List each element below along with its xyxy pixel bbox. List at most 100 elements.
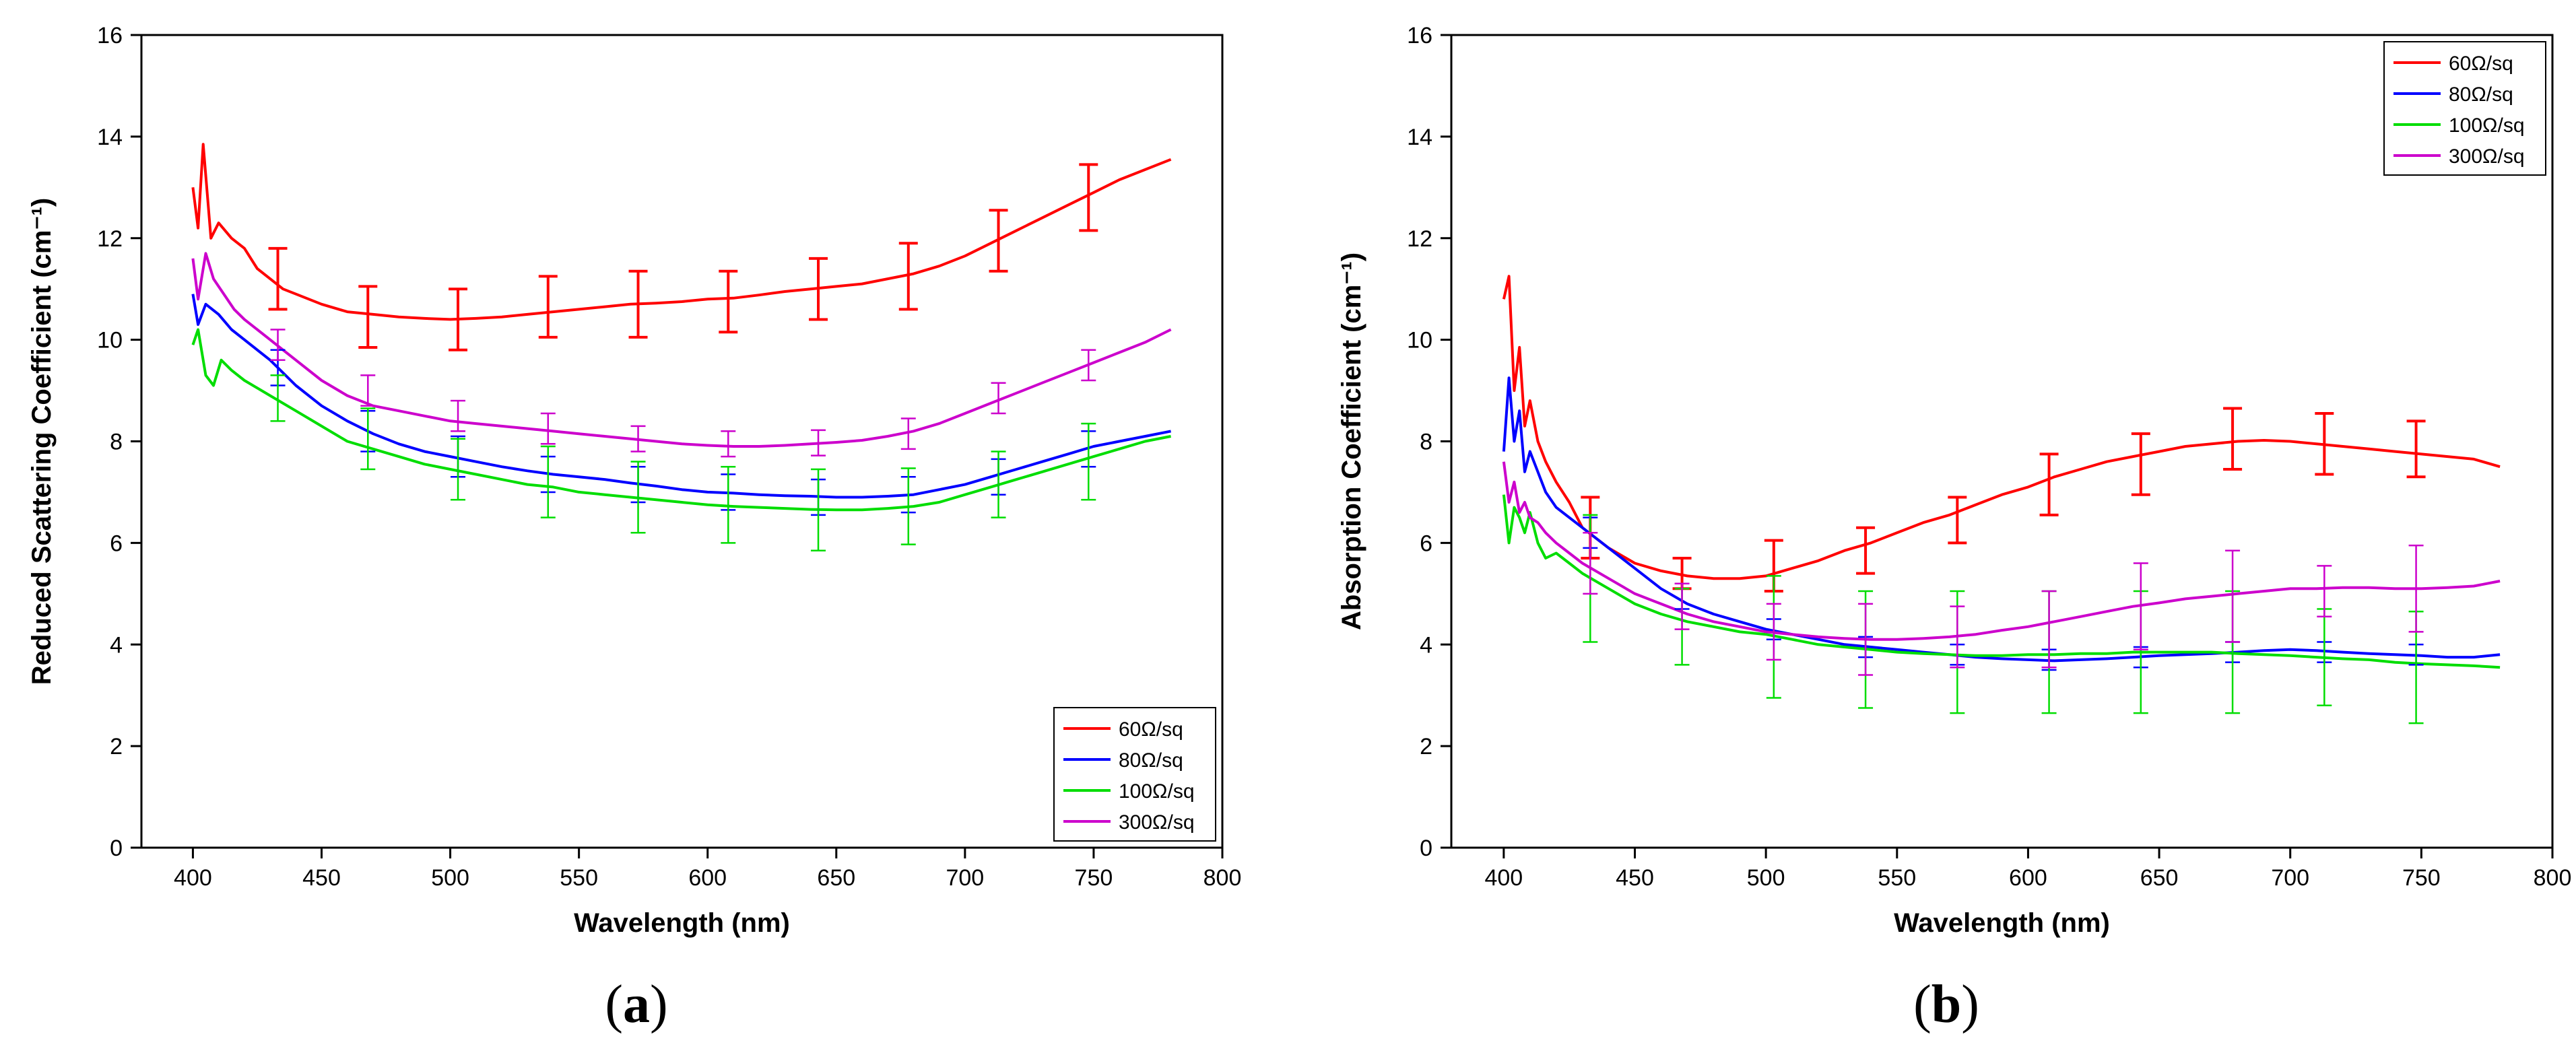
x-tick-label: 400 bbox=[174, 865, 212, 891]
y-tick-label: 12 bbox=[1407, 226, 1432, 252]
error-bar bbox=[1950, 605, 1965, 669]
error-bar bbox=[2133, 562, 2148, 651]
error-bar bbox=[719, 269, 738, 334]
error-bar bbox=[630, 425, 646, 452]
x-axis-title: Wavelength (nm) bbox=[1894, 908, 2110, 938]
error-bar bbox=[900, 467, 916, 545]
y-axis-title: Reduced Scattering Coefficient (cm⁻¹) bbox=[27, 198, 57, 685]
error-bar bbox=[811, 429, 826, 456]
x-tick-label: 600 bbox=[688, 865, 727, 891]
legend-label: 300Ω/sq bbox=[1119, 811, 1195, 834]
legend-item: 60Ω/sq bbox=[2393, 53, 2513, 75]
error-bar bbox=[2041, 590, 2057, 669]
legend-label: 80Ω/sq bbox=[1119, 749, 1183, 772]
series-line-0 bbox=[191, 143, 1172, 321]
error-bar bbox=[360, 407, 376, 471]
series-line-1 bbox=[1502, 376, 2501, 663]
x-tick-label: 550 bbox=[1878, 865, 1916, 891]
x-tick-label: 650 bbox=[2140, 865, 2179, 891]
y-tick-label: 4 bbox=[1420, 632, 1432, 658]
panel-b: 400 450 500 550 600 650 700 750 800 0 2 4 6 8 10 12 14 16… bbox=[1337, 23, 2571, 938]
error-bar bbox=[1583, 532, 1598, 595]
error-bar bbox=[991, 382, 1006, 415]
x-tick-label: 800 bbox=[2534, 865, 2572, 891]
error-bar bbox=[811, 468, 826, 551]
error-bar bbox=[358, 285, 378, 349]
y-tick-label: 10 bbox=[1407, 328, 1432, 353]
error-bar bbox=[2131, 432, 2150, 496]
error-bar bbox=[1948, 496, 1967, 545]
error-bar bbox=[1856, 526, 1876, 575]
error-bar bbox=[1081, 422, 1096, 501]
error-bar bbox=[270, 329, 286, 362]
y-tick-label: 6 bbox=[110, 531, 123, 556]
x-tick-label: 550 bbox=[560, 865, 598, 891]
error-bar bbox=[540, 412, 556, 445]
error-bar bbox=[989, 209, 1008, 273]
x-tick-label: 450 bbox=[302, 865, 341, 891]
y-tick-label: 2 bbox=[110, 734, 123, 759]
plot-area bbox=[1502, 275, 2501, 724]
error-bar bbox=[898, 242, 918, 311]
error-bar bbox=[991, 450, 1006, 518]
caption-b: (b) bbox=[1913, 975, 1979, 1034]
legend-item: 300Ω/sq bbox=[2393, 145, 2525, 168]
y-tick-label: 10 bbox=[97, 328, 123, 353]
y-tick-label: 12 bbox=[97, 226, 123, 252]
error-bar bbox=[540, 445, 556, 518]
y-tick-label: 6 bbox=[1420, 531, 1432, 556]
legend-label: 300Ω/sq bbox=[2449, 145, 2525, 168]
error-bar bbox=[1081, 349, 1096, 382]
plot-area bbox=[191, 143, 1172, 551]
legend-label: 80Ω/sq bbox=[2449, 83, 2513, 106]
x-tick-label: 700 bbox=[2271, 865, 2309, 891]
error-bar bbox=[2406, 419, 2426, 479]
series-line-3 bbox=[1502, 461, 2501, 641]
y-tick-label: 0 bbox=[110, 836, 123, 861]
series-line-1 bbox=[191, 294, 1171, 499]
x-tick-label: 750 bbox=[1075, 865, 1113, 891]
error-bar bbox=[2223, 407, 2243, 471]
error-bar bbox=[2315, 412, 2334, 476]
error-bar bbox=[630, 461, 646, 534]
error-bar bbox=[809, 257, 828, 321]
y-tick-label: 4 bbox=[110, 632, 123, 658]
panel-a: 400 450 500 550 600 650 700 750 800 0 2 4 6 8 10 12 14 16… bbox=[27, 23, 1241, 938]
x-tick-label: 650 bbox=[817, 865, 855, 891]
series-line-0 bbox=[1502, 275, 2501, 580]
error-bar bbox=[2225, 549, 2241, 643]
error-bar bbox=[1674, 582, 1690, 630]
legend-item: 300Ω/sq bbox=[1063, 811, 1195, 834]
legend-item: 100Ω/sq bbox=[2393, 114, 2525, 137]
legend-item: 80Ω/sq bbox=[2393, 83, 2513, 106]
error-bar bbox=[900, 417, 916, 450]
legend-item: 80Ω/sq bbox=[1063, 749, 1183, 772]
x-tick-label: 750 bbox=[2402, 865, 2441, 891]
legend-label: 60Ω/sq bbox=[2449, 53, 2513, 75]
caption-a: (a) bbox=[605, 975, 667, 1034]
series-line-2 bbox=[191, 328, 1171, 512]
y-tick-label: 16 bbox=[1407, 23, 1432, 48]
y-tick-label: 0 bbox=[1420, 836, 1432, 861]
y-tick-label: 14 bbox=[1407, 125, 1432, 150]
legend-label: 100Ω/sq bbox=[2449, 114, 2525, 137]
x-tick-label: 600 bbox=[2009, 865, 2047, 891]
error-bar bbox=[2317, 565, 2332, 618]
x-axis-title: Wavelength (nm) bbox=[574, 908, 790, 938]
error-bar bbox=[451, 399, 466, 432]
y-tick-label: 14 bbox=[97, 125, 123, 150]
x-tick-label: 400 bbox=[1484, 865, 1523, 891]
error-bar bbox=[2408, 544, 2424, 633]
x-tick-label: 700 bbox=[946, 865, 984, 891]
y-axis-title: Absorption Coefficient (cm⁻¹) bbox=[1337, 252, 1366, 630]
y-tick-label: 8 bbox=[110, 430, 123, 455]
error-bar bbox=[1858, 603, 1874, 676]
x-tick-label: 450 bbox=[1616, 865, 1654, 891]
legend: 60Ω/sq 80Ω/sq 100Ω/sq 300Ω/sq bbox=[1053, 707, 1216, 842]
error-bar bbox=[451, 438, 466, 501]
y-tick-label: 8 bbox=[1420, 430, 1432, 455]
series-line-3 bbox=[191, 252, 1172, 448]
error-bar bbox=[721, 430, 736, 458]
y-tick-label: 16 bbox=[97, 23, 123, 48]
